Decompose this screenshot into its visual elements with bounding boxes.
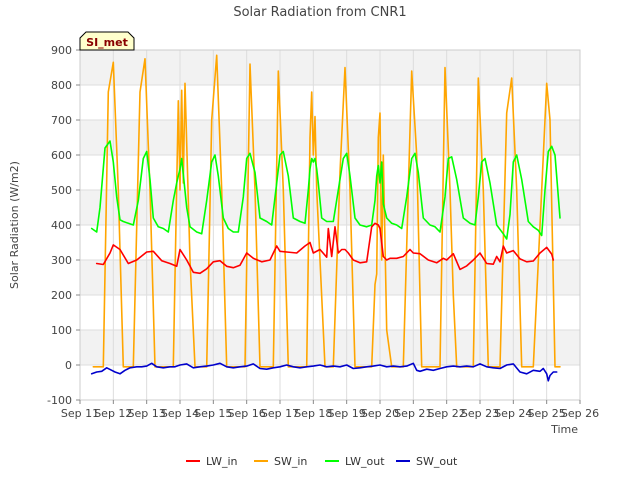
series-line-sw-out bbox=[90, 362, 558, 382]
series-lines bbox=[90, 54, 561, 382]
y-tick-label: 400 bbox=[51, 219, 72, 232]
station-label-shape bbox=[79, 31, 135, 51]
y-tick-label: 700 bbox=[51, 114, 72, 127]
x-tick-label: Sep 12 bbox=[94, 407, 132, 420]
y-axis-ticks: -100 0 100 200 300 400 500 600 700 800 900 bbox=[47, 44, 80, 407]
plot-band bbox=[80, 295, 580, 330]
x-tick-label: Sep 18 bbox=[294, 407, 332, 420]
plot-band bbox=[80, 85, 580, 120]
plot-band bbox=[80, 155, 580, 190]
x-tick-label: Sep 24 bbox=[494, 407, 532, 420]
x-tick-label: Sep 17 bbox=[261, 407, 299, 420]
x-tick-label: Sep 20 bbox=[361, 407, 399, 420]
y-tick-label: 100 bbox=[51, 324, 72, 337]
plot-band bbox=[80, 365, 580, 400]
series-line-lw-out bbox=[90, 140, 561, 240]
y-axis-label: Solar Radiation (W/m2) bbox=[8, 161, 21, 289]
x-tick-label: Sep 23 bbox=[461, 407, 499, 420]
x-tick-label: Sep 22 bbox=[428, 407, 466, 420]
x-tick-label: Sep 25 bbox=[528, 407, 566, 420]
y-tick-label: 900 bbox=[51, 44, 72, 57]
plot-band bbox=[80, 120, 580, 155]
series-line-lw-in bbox=[95, 222, 555, 275]
y-tick-label: 300 bbox=[51, 254, 72, 267]
station-label: SI_met bbox=[86, 36, 128, 49]
plot-band bbox=[80, 50, 580, 85]
x-tick-label: Sep 16 bbox=[228, 407, 266, 420]
legend-label-lw-out: LW_out bbox=[345, 455, 385, 468]
x-tick-label: Sep 13 bbox=[128, 407, 166, 420]
x-axis-label: Time bbox=[550, 423, 578, 436]
plot-band bbox=[80, 260, 580, 295]
x-tick-label: Sep 21 bbox=[394, 407, 432, 420]
y-tick-label: 0 bbox=[65, 359, 72, 372]
x-tick-label: Sep 15 bbox=[194, 407, 232, 420]
legend-label-lw-in: LW_in bbox=[206, 455, 238, 468]
y-tick-label: -100 bbox=[47, 394, 72, 407]
y-tick-label: 800 bbox=[51, 79, 72, 92]
chart-title: Solar Radiation from CNR1 bbox=[233, 5, 406, 20]
legend: LW_in SW_in LW_out SW_out bbox=[186, 455, 458, 468]
legend-label-sw-out: SW_out bbox=[416, 455, 458, 468]
x-tick-label: Sep 11 bbox=[61, 407, 99, 420]
plot-band bbox=[80, 330, 580, 365]
y-tick-label: 500 bbox=[51, 184, 72, 197]
y-tick-label: 600 bbox=[51, 149, 72, 162]
legend-label-sw-in: SW_in bbox=[274, 455, 307, 468]
station-label-box: SI_met bbox=[79, 31, 135, 51]
x-tick-label: Sep 26 bbox=[561, 407, 599, 420]
x-tick-label: Sep 14 bbox=[161, 407, 199, 420]
y-tick-label: 200 bbox=[51, 289, 72, 302]
plot-band bbox=[80, 190, 580, 225]
x-tick-label: Sep 19 bbox=[328, 407, 366, 420]
